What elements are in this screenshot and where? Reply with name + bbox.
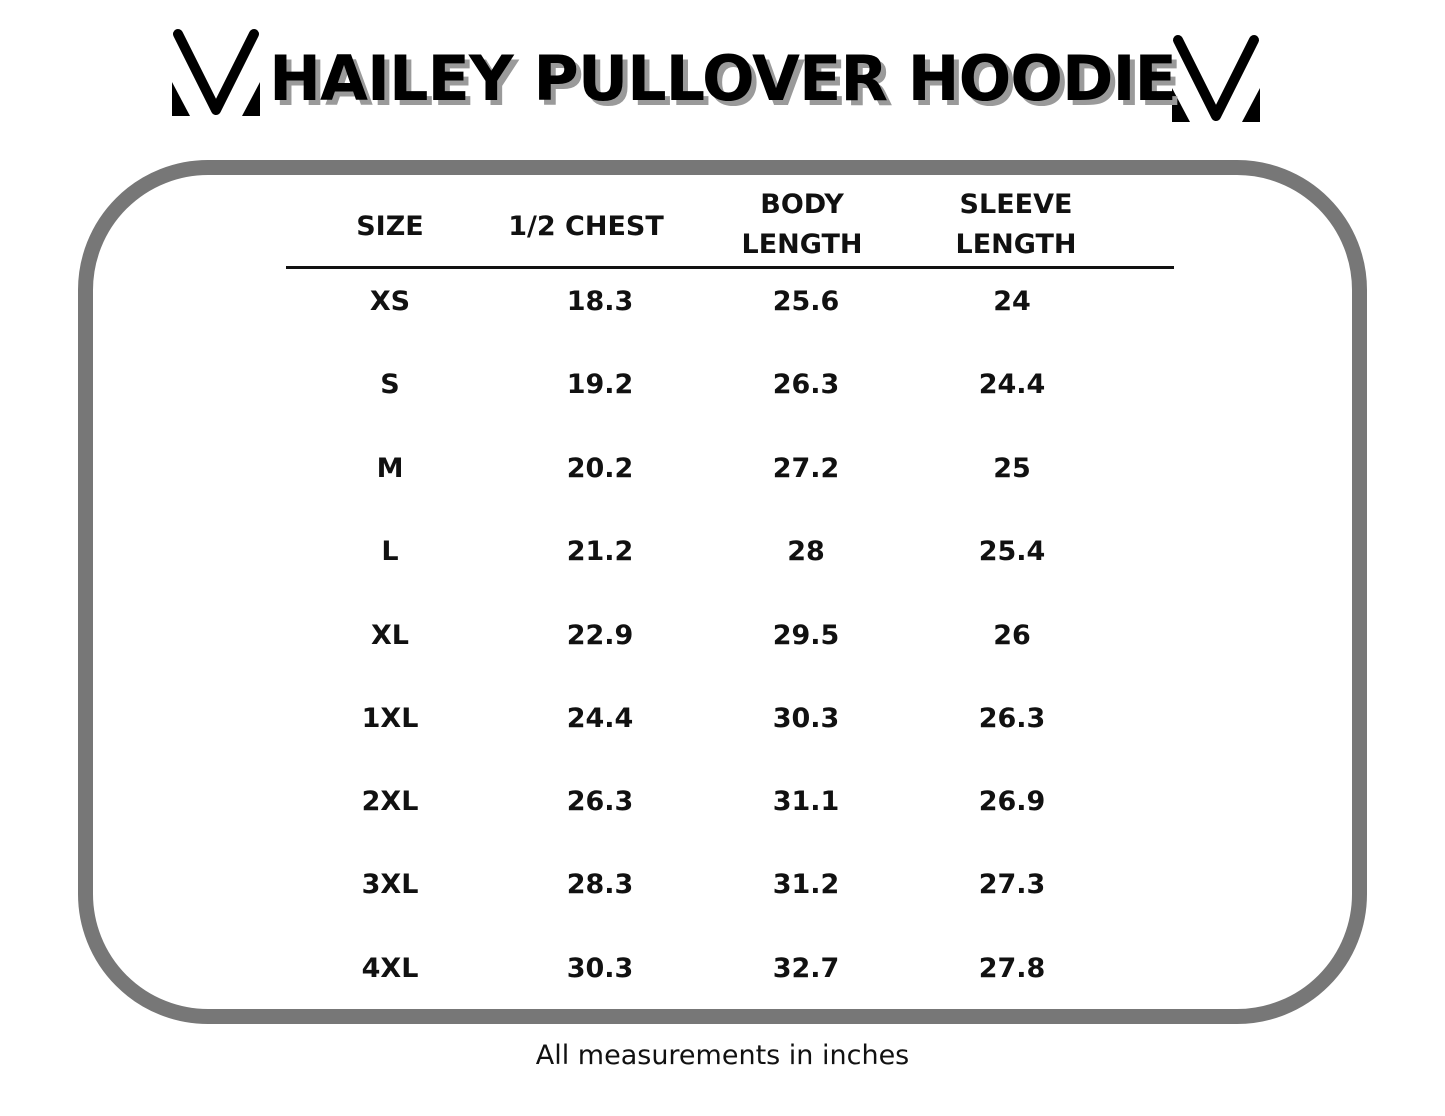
table-cell: 27.3 <box>978 869 1046 900</box>
table-cell: 25.6 <box>772 286 840 317</box>
table-cell: 30.3 <box>772 703 840 734</box>
table-cell: 31.1 <box>772 786 840 817</box>
table-cell: 26.3 <box>772 369 840 400</box>
table-cell: 26 <box>993 620 1031 651</box>
page-title: HAILEY PULLOVER HOODIE <box>269 42 1177 115</box>
header-size: SIZE <box>356 211 424 242</box>
logo-left-icon <box>172 29 260 116</box>
table-cell: 24 <box>993 286 1031 317</box>
header-body-length: BODY LENGTH <box>741 189 863 260</box>
table-cell: 27.8 <box>978 953 1046 984</box>
table-cell: 1XL <box>361 703 419 734</box>
measurement-note: All measurements in inches <box>535 1040 910 1071</box>
table-cell: 18.3 <box>566 286 634 317</box>
table-cell: 31.2 <box>772 869 840 900</box>
table-cell: S <box>380 369 400 400</box>
table-cell: 21.2 <box>566 536 634 567</box>
table-cell: 20.2 <box>566 453 634 484</box>
logo-right-icon <box>1172 35 1260 122</box>
table-cell: XS <box>369 286 411 317</box>
table-cell: 32.7 <box>772 953 840 984</box>
table-cell: 28 <box>787 536 825 567</box>
table-cell: 26.3 <box>566 786 634 817</box>
header-sleeve-length: SLEEVE LENGTH <box>955 189 1077 260</box>
table-cell: 19.2 <box>566 369 634 400</box>
table-cell: 29.5 <box>772 620 840 651</box>
table-cell: 3XL <box>361 869 419 900</box>
table-cell: 27.2 <box>772 453 840 484</box>
table-cell: 26.9 <box>978 786 1046 817</box>
table-cell: M <box>376 453 404 484</box>
table-cell: 25.4 <box>978 536 1046 567</box>
table-cell: 28.3 <box>566 869 634 900</box>
header-rule <box>286 266 1174 269</box>
header-chest: 1/2 CHEST <box>508 211 664 242</box>
table-cell: 4XL <box>361 953 419 984</box>
table-cell: 30.3 <box>566 953 634 984</box>
table-cell: 24.4 <box>978 369 1046 400</box>
table-cell: 25 <box>993 453 1031 484</box>
table-cell: 26.3 <box>978 703 1046 734</box>
table-cell: 22.9 <box>566 620 634 651</box>
table-cell: 2XL <box>361 786 419 817</box>
table-cell: L <box>381 536 399 567</box>
table-cell: XL <box>370 620 410 651</box>
table-cell: 24.4 <box>566 703 634 734</box>
table-frame <box>78 160 1367 1024</box>
